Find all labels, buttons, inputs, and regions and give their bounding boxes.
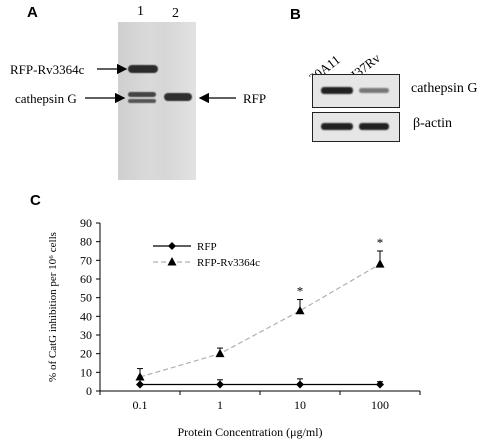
y-axis-label: % of CatG inhibition per 10⁶ cells	[47, 232, 59, 382]
x-tick-label: 0.1	[133, 398, 148, 412]
blot-band-actin-h37rv	[359, 123, 389, 130]
band-label-rfp: RFP	[243, 91, 267, 106]
band-rfp-rv3364c	[128, 65, 158, 73]
row-label-beta-actin: β-actin	[413, 116, 452, 131]
y-tick-label: 50	[80, 291, 92, 305]
x-tick-label: 100	[371, 398, 389, 412]
point-rfp-rv3364c	[295, 305, 305, 315]
band-rfp	[164, 93, 192, 101]
y-tick-label: 70	[80, 253, 92, 267]
x-tick-label: 1	[217, 398, 223, 412]
blot-band-cathepsin-g-h37rv	[359, 88, 389, 93]
point-rfp-rv3364c	[135, 372, 145, 381]
point-rfp	[296, 380, 304, 389]
legend-label-rfp: RFP	[197, 241, 217, 253]
panel-a-letter: A	[27, 4, 38, 21]
y-tick-label: 90	[80, 216, 92, 230]
panel-c-letter: C	[30, 192, 41, 209]
x-axis-label: Protein Concentration (μg/ml)	[177, 425, 322, 439]
legend-marker-rfp-rv3364c	[167, 257, 177, 266]
y-tick-label: 10	[80, 365, 92, 379]
band-cathepsin-g-lower	[128, 99, 156, 103]
legend-marker-rfp	[168, 242, 176, 250]
x-tick-label: 10	[294, 398, 306, 412]
band-label-cathepsin-g: cathepsin G	[15, 91, 77, 106]
blot-band-actin-20a11	[321, 123, 353, 130]
point-rfp	[376, 380, 384, 389]
point-rfp	[136, 380, 144, 389]
band-label-rfp-rv3364c: RFP-Rv3364c	[10, 62, 85, 77]
significance-star: *	[377, 235, 384, 250]
gel-image-panel-a	[118, 22, 196, 180]
y-tick-label: 30	[80, 328, 92, 342]
y-tick-label: 80	[80, 235, 92, 249]
lane-label-1: 1	[137, 4, 144, 19]
band-cathepsin-g-upper	[128, 92, 156, 97]
significance-star: *	[297, 284, 304, 299]
blot-band-cathepsin-g-20a11	[321, 87, 353, 94]
legend-label-rfp-rv3364c: RFP-Rv3364c	[197, 257, 260, 269]
blot-cathepsin-g	[312, 74, 400, 108]
y-tick-label: 0	[86, 384, 92, 398]
point-rfp-rv3364c	[215, 348, 225, 358]
panel-b-letter: B	[290, 6, 301, 23]
blot-beta-actin	[312, 112, 400, 142]
point-rfp-rv3364c	[375, 259, 385, 268]
series-line-rfp-rv3364c	[139, 263, 381, 378]
y-tick-label: 60	[80, 272, 92, 286]
lane-label-2: 2	[172, 6, 179, 21]
row-label-cathepsin-g: cathepsin G	[411, 81, 478, 96]
y-tick-label: 40	[80, 309, 92, 323]
y-tick-label: 20	[80, 347, 92, 361]
point-rfp	[216, 380, 224, 389]
